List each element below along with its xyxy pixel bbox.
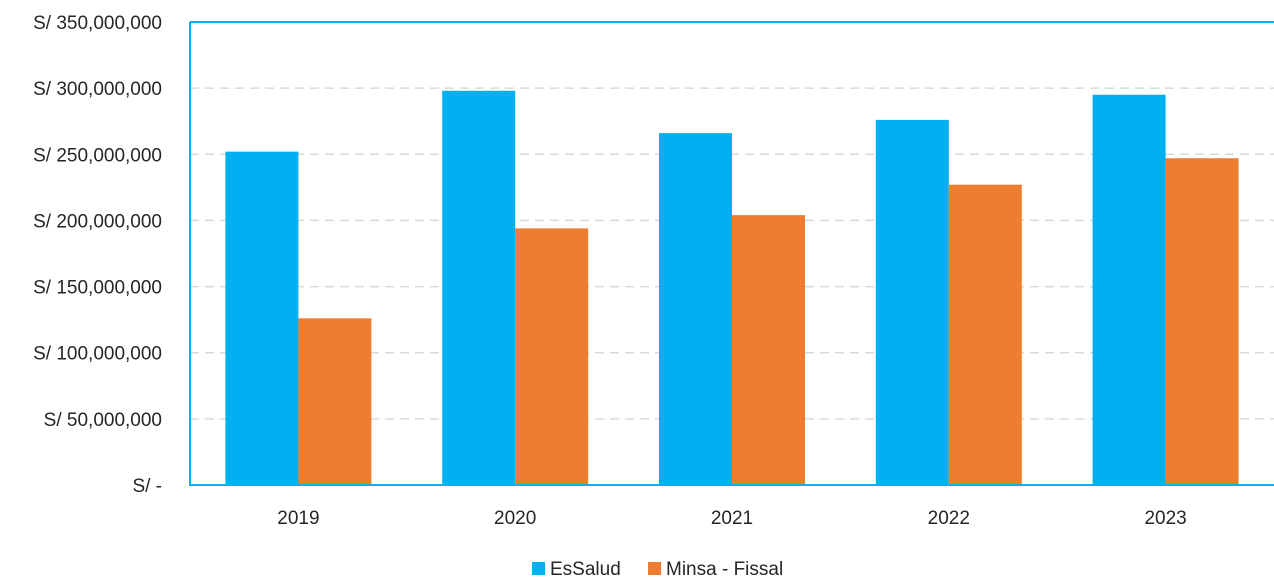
bar-essalud-2023 bbox=[1092, 94, 1166, 485]
y-tick-label: S/ 100,000,000 bbox=[33, 344, 162, 365]
bar-minsa-fissal-2019 bbox=[298, 318, 372, 485]
legend-swatch-essalud bbox=[532, 562, 545, 575]
x-tick-label: 2022 bbox=[928, 508, 970, 529]
legend-swatch-minsa-fissal bbox=[648, 562, 661, 575]
legend-label: EsSalud bbox=[550, 559, 621, 579]
bar-essalud-2020 bbox=[442, 90, 516, 485]
axes bbox=[189, 21, 1274, 486]
bar-essalud-2019 bbox=[225, 151, 299, 485]
x-tick-label: 2019 bbox=[277, 508, 319, 529]
y-axis-tick-labels: S/ - S/ 50,000,000 S/ 100,000,000 S/ 150,00… bbox=[33, 13, 162, 497]
y-tick-label: S/ 150,000,000 bbox=[33, 278, 162, 299]
bars bbox=[225, 90, 1239, 486]
y-tick-label: S/ 350,000,000 bbox=[33, 13, 162, 34]
legend: EsSalud Minsa - Fissal bbox=[532, 559, 783, 579]
y-tick-label: S/ - bbox=[132, 476, 162, 497]
y-tick-label: S/ 250,000,000 bbox=[33, 145, 162, 166]
y-tick-label: S/ 200,000,000 bbox=[33, 211, 162, 232]
x-axis-tick-labels: 2019 2020 2021 2022 2023 bbox=[277, 508, 1186, 529]
bar-essalud-2021 bbox=[659, 133, 732, 485]
legend-label: Minsa - Fissal bbox=[666, 559, 783, 579]
axis-lines bbox=[189, 22, 1274, 486]
bar-minsa-fissal-2023 bbox=[1165, 158, 1239, 486]
bar-minsa-fissal-2020 bbox=[515, 228, 589, 485]
y-tick-label: S/ 300,000,000 bbox=[33, 79, 162, 100]
bar-minsa-fissal-2022 bbox=[948, 184, 1022, 485]
y-tick-label: S/ 50,000,000 bbox=[44, 410, 162, 431]
x-tick-label: 2021 bbox=[711, 508, 753, 529]
bar-minsa-fissal-2021 bbox=[732, 215, 805, 485]
bar-essalud-2022 bbox=[875, 119, 949, 486]
x-tick-label: 2023 bbox=[1144, 508, 1186, 529]
x-tick-label: 2020 bbox=[494, 508, 536, 529]
